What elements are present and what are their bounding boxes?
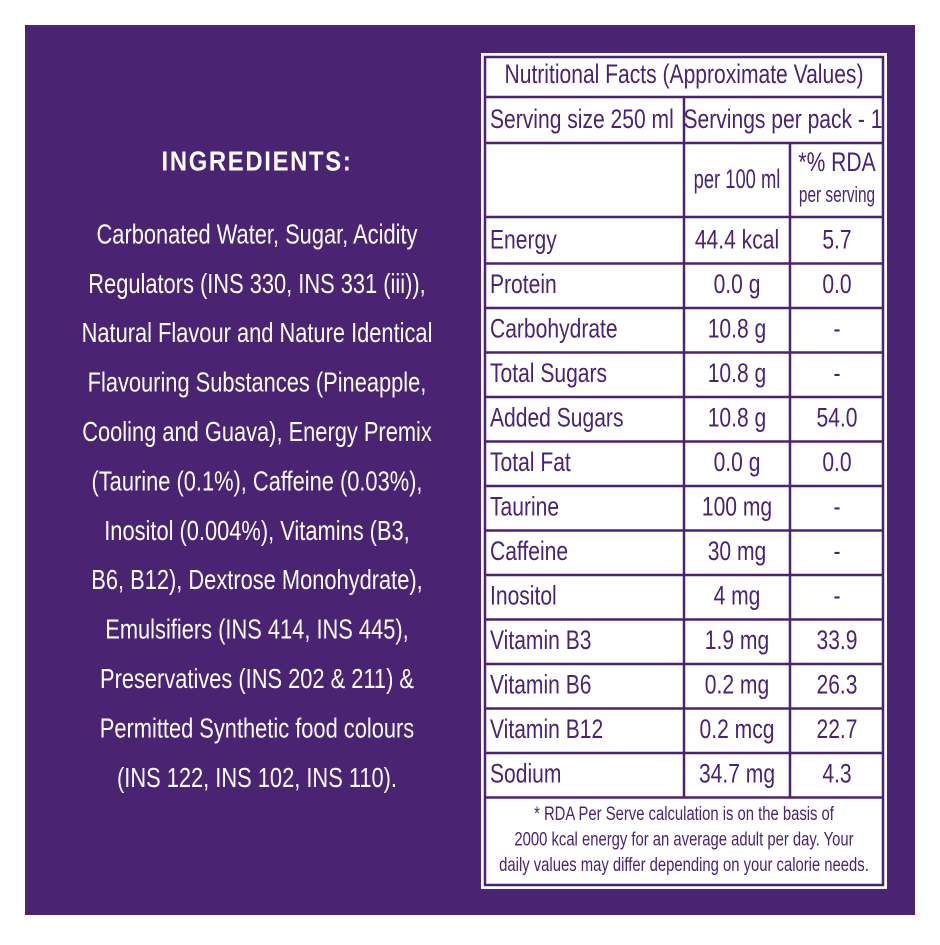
nutrient: Vitamin B3 xyxy=(490,625,591,655)
ingredient-line: Natural Flavour and Nature Identical xyxy=(82,317,433,348)
per-100ml: 0.0 g xyxy=(714,447,761,477)
per-100ml: 4 mg xyxy=(714,580,761,610)
ingredient-line: Carbonated Water, Sugar, Acidity xyxy=(97,218,418,249)
rda: 5.7 xyxy=(822,224,851,254)
rda: - xyxy=(833,536,840,566)
rda: 0.0 xyxy=(822,269,851,299)
nutrient: Inositol xyxy=(490,580,557,610)
rda: - xyxy=(833,491,840,521)
footnote: * RDA Per Serve calculation is on the ba… xyxy=(534,804,834,825)
per-100ml: 0.0 g xyxy=(714,269,761,299)
per-100ml: 0.2 mg xyxy=(705,669,769,699)
nutrient: Vitamin B6 xyxy=(490,669,591,699)
ingredient-line: Emulsifiers (INS 414, INS 445), xyxy=(105,614,408,645)
footnote: 2000 kcal energy for an average adult pe… xyxy=(514,830,854,851)
per-100ml: 34.7 mg xyxy=(699,758,775,788)
nutrient: Carbohydrate xyxy=(490,313,618,343)
nutrient: Taurine xyxy=(490,491,559,521)
per-100ml: 0.2 mcg xyxy=(700,714,775,744)
nutrient: Sodium xyxy=(490,758,561,788)
col-head: per serving xyxy=(799,182,875,207)
nutrient: Added Sugars xyxy=(490,402,623,432)
per-100ml: 100 mg xyxy=(702,491,772,521)
ingredient-line: (INS 122, INS 102, INS 110). xyxy=(117,762,397,793)
nutrient: Total Sugars xyxy=(490,358,607,388)
col-head: per 100 ml xyxy=(694,164,781,194)
per-100ml: 1.9 mg xyxy=(705,625,769,655)
table-frame xyxy=(483,55,885,887)
per-100ml: 10.8 g xyxy=(708,358,767,388)
rda: 0.0 xyxy=(822,447,851,477)
rda: 33.9 xyxy=(817,625,858,655)
nutrient: Protein xyxy=(490,269,557,299)
col-head: *% RDA xyxy=(798,147,875,177)
rda: 22.7 xyxy=(817,714,858,744)
rda: - xyxy=(833,580,840,610)
rda: - xyxy=(833,358,840,388)
nutrient: Caffeine xyxy=(490,536,568,566)
ingredient-line: (Taurine (0.1%), Caffeine (0.03%), xyxy=(91,465,422,496)
ingredient-line: Inositol (0.004%), Vitamins (B3, xyxy=(104,515,410,546)
per-100ml: 44.4 kcal xyxy=(695,224,779,254)
ingredients-title: INGREDIENTS: xyxy=(162,145,353,176)
per-100ml: 30 mg xyxy=(708,536,767,566)
ingredient-line: Flavouring Substances (Pineapple, xyxy=(88,367,427,398)
rda: 26.3 xyxy=(817,669,858,699)
nutrient: Total Fat xyxy=(490,447,571,477)
per-100ml: 10.8 g xyxy=(708,313,767,343)
table-title: Nutritional Facts (Approximate Values) xyxy=(505,59,864,89)
nutrient: Energy xyxy=(490,224,557,254)
ingredient-line: Permitted Synthetic food colours xyxy=(100,712,414,743)
footnote: daily values may differ depending on you… xyxy=(499,855,869,876)
per-100ml: 10.8 g xyxy=(708,402,767,432)
ingredient-line: B6, B12), Dextrose Monohydrate), xyxy=(91,564,422,595)
servings-per-pack: Servings per pack - 1 xyxy=(684,104,883,134)
nutrient: Vitamin B12 xyxy=(490,714,603,744)
serving-size: Serving size 250 ml xyxy=(490,104,674,134)
rda: 54.0 xyxy=(817,402,858,432)
rda: 4.3 xyxy=(822,758,851,788)
ingredient-line: Cooling and Guava), Energy Premix xyxy=(82,416,432,447)
rda: - xyxy=(833,313,840,343)
ingredient-line: Preservatives (INS 202 & 211) & xyxy=(100,663,414,694)
ingredient-line: Regulators (INS 330, INS 331 (iii)), xyxy=(88,268,425,299)
